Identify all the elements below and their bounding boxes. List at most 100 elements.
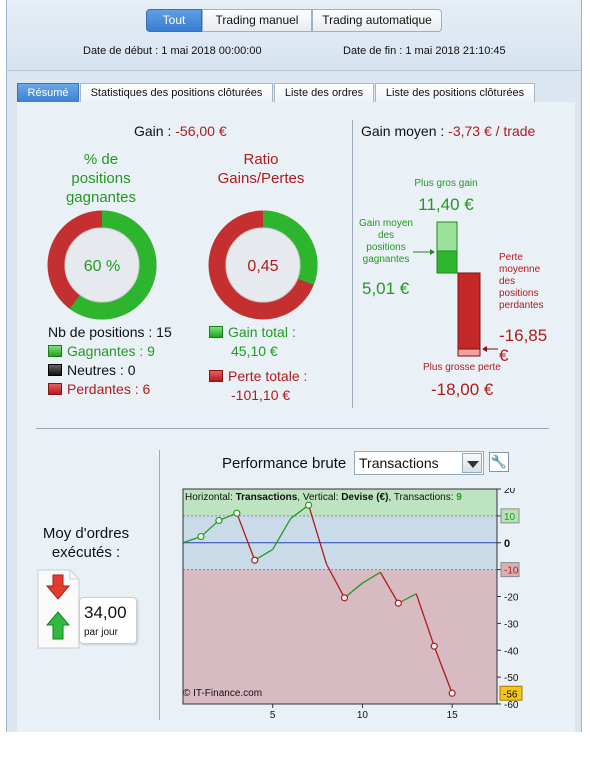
chart-point xyxy=(394,599,402,607)
segment-all[interactable]: Tout xyxy=(146,9,202,32)
wrench-icon[interactable]: 🔧 xyxy=(489,452,509,472)
chart-point xyxy=(251,556,259,564)
tab-orders[interactable]: Liste des ordres xyxy=(274,83,374,102)
segment-automatic[interactable]: Trading automatique xyxy=(312,9,442,32)
avg-gain-label: Gain moyen : xyxy=(361,123,445,139)
avg-loss-bar xyxy=(457,272,481,350)
neutral-swatch xyxy=(48,364,62,376)
arrow-down-icon xyxy=(45,574,71,600)
avg-gain-bar xyxy=(436,250,458,274)
avg-winning-value: 5,01 € xyxy=(362,279,410,298)
segment-manual[interactable]: Trading manuel xyxy=(202,9,312,32)
max-loss-bar xyxy=(457,348,481,357)
bottom-divider xyxy=(159,450,160,720)
chart-point xyxy=(448,689,456,697)
total-gain: Gain total : 45,10 € xyxy=(209,323,296,361)
max-loss-label: Plus grosse perte xyxy=(423,362,501,373)
chart-point xyxy=(215,516,223,525)
horizontal-separator xyxy=(36,428,549,429)
orders-value-box: 34,00 par jour xyxy=(79,597,137,644)
tab-summary[interactable]: Résumé xyxy=(17,83,79,102)
total-loss-swatch xyxy=(209,370,223,382)
performance-select[interactable]: Transactions xyxy=(354,451,484,475)
chart-info-line: Horizontal: Transactions, Vertical: Devi… xyxy=(185,492,462,503)
y-tick-label: -30 xyxy=(504,619,519,630)
y-tick-label: 20 xyxy=(504,488,516,496)
orders-title: Moy d'ordres exécutés : xyxy=(42,525,130,561)
total-gain-label: Gain total : xyxy=(228,324,296,340)
band-label-box xyxy=(500,508,520,524)
chart-border xyxy=(182,488,498,705)
chart-line-segment xyxy=(325,563,346,599)
tab-closed-stats[interactable]: Statistiques des positions clôturées xyxy=(80,83,273,102)
total-loss: Perte totale : -101,10 € xyxy=(209,367,307,405)
orders-value: 34,00 xyxy=(84,603,127,622)
winning-label: Gagnantes : 9 xyxy=(67,343,155,359)
chart-point xyxy=(233,509,241,517)
neutral-row: Neutres : 0 xyxy=(48,362,135,378)
orders-card-back xyxy=(37,569,80,649)
max-loss-arrowhead xyxy=(482,346,487,352)
winrate-title: % de positions gagnantes xyxy=(65,151,137,206)
y-tick-label: 0 xyxy=(504,538,510,550)
performance-title: Performance brute xyxy=(222,455,347,472)
avg-losing-value: -16,85 € xyxy=(499,326,548,365)
chart-point xyxy=(197,532,205,541)
gain-value: -56,00 € xyxy=(175,123,227,139)
ratio-gain-arc xyxy=(208,210,318,320)
winning-swatch xyxy=(48,345,62,357)
y-tick-label: -60 xyxy=(504,700,519,711)
max-gain-label: Plus gros gain xyxy=(414,178,478,189)
current-value-flag xyxy=(499,685,523,701)
chart-line-segment xyxy=(362,571,381,584)
y-axis-ticks: 20 10 0 -10 -20 -30 -40 -50 -60-56 xyxy=(497,488,523,711)
x-tick-label: 10 xyxy=(357,710,369,720)
max-loss-value: -18,00 € xyxy=(431,380,494,399)
arrow-up-icon xyxy=(45,611,71,640)
total-loss-value: -101,10 € xyxy=(231,387,291,403)
chart-line-segment xyxy=(290,504,309,520)
max-gain-bar xyxy=(436,221,458,252)
positions-count: Nb de positions : 15 xyxy=(48,324,172,340)
ratio-donut: 0,45 xyxy=(208,210,318,320)
ratio-title: Ratio Gains/Pertes xyxy=(217,151,305,187)
avg-gain-heading: Gain moyen : -3,73 € / trade xyxy=(361,123,535,139)
chart-point xyxy=(340,594,349,602)
winrate-donut: 60 % xyxy=(47,210,157,320)
donut-center xyxy=(64,227,140,303)
gain-label: Gain : xyxy=(134,123,172,139)
chevron-down-icon[interactable] xyxy=(462,453,482,473)
total-gain-value: 45,10 € xyxy=(231,343,278,359)
avg-gain-arrowhead xyxy=(430,249,435,255)
avg-winning-label: Gain moyen des positions gagnantes xyxy=(359,218,413,265)
total-loss-label: Perte totale : xyxy=(228,368,308,384)
section-divider xyxy=(352,120,353,408)
chart-line-segment xyxy=(307,504,328,565)
avg-gain-bars xyxy=(413,221,498,357)
tab-bar: Résumé Statistiques des positions clôtur… xyxy=(6,70,582,103)
y-tick-label: -50 xyxy=(504,673,519,684)
header-bar: Tout Trading manuel Trading automatique … xyxy=(6,0,582,70)
chart-point xyxy=(430,642,438,650)
tab-closed-positions[interactable]: Liste des positions clôturées xyxy=(375,83,535,102)
ratio-center xyxy=(225,227,301,303)
avg-gain-value: -3,73 € / trade xyxy=(448,123,536,139)
y-tick-label: 10 xyxy=(504,512,516,523)
performance-select-value: Transactions xyxy=(359,455,439,471)
losing-swatch xyxy=(48,383,62,395)
chart-line-segment xyxy=(200,519,220,538)
chart-line-segment xyxy=(344,582,363,599)
max-gain-value: 11,40 € xyxy=(418,195,474,214)
chart-line-segment xyxy=(272,518,292,550)
chart-segments xyxy=(182,504,453,694)
gain-heading: Gain : -56,00 € xyxy=(134,123,227,139)
donut-gain-arc xyxy=(47,210,157,320)
end-date: Date de fin : 1 mai 2018 21:10:45 xyxy=(343,45,506,57)
losing-label: Perdantes : 6 xyxy=(67,381,151,397)
winning-row: Gagnantes : 9 xyxy=(48,343,155,359)
ratio-value: 0,45 xyxy=(247,258,278,275)
chart-line-segment xyxy=(379,571,399,604)
x-tick-label: 5 xyxy=(270,710,276,720)
chart-line-segment xyxy=(433,645,453,694)
